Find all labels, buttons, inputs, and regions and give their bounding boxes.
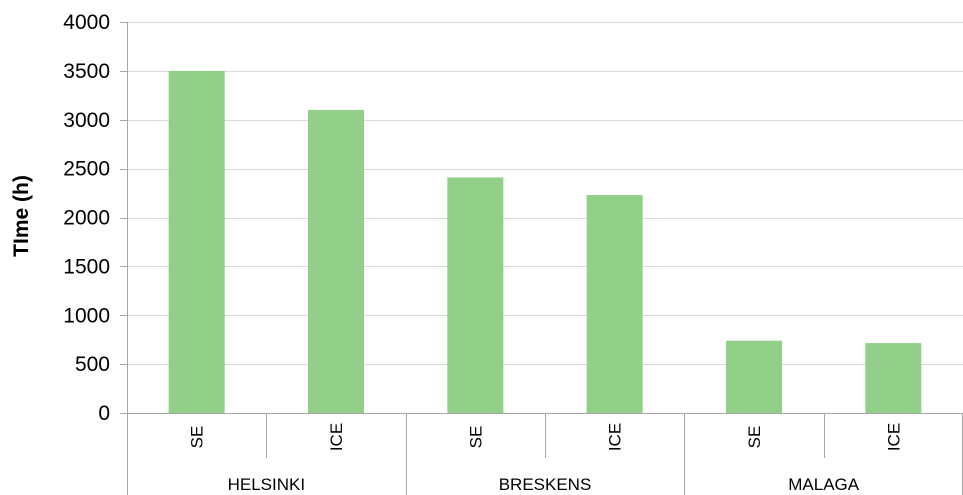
axes — [120, 22, 963, 495]
bar — [168, 70, 225, 413]
bar — [865, 343, 922, 413]
y-tick-label: 2000 — [63, 207, 110, 230]
y-tick-label: 0 — [98, 402, 110, 425]
labels: 0 500 1000 1500 2000 2500 3000 3500 4000 SE ICE SE I… — [63, 11, 903, 494]
group-label: BRESKENS — [499, 475, 592, 494]
x-tick-label: ICE — [884, 423, 903, 451]
y-axis-title: TIme (h) — [10, 175, 33, 257]
y-tick-label: 2500 — [63, 158, 110, 181]
y-tick-label: 500 — [75, 353, 110, 376]
bar — [447, 177, 504, 413]
x-tick-label: ICE — [606, 423, 625, 451]
bar — [586, 195, 643, 413]
group-label: HELSINKI — [228, 475, 305, 494]
bars — [168, 70, 922, 413]
group-label: MALAGA — [788, 475, 860, 494]
gridlines — [127, 22, 963, 365]
y-tick-label: 3500 — [63, 60, 110, 83]
bar — [726, 340, 782, 413]
bar — [308, 109, 364, 413]
x-tick-label: ICE — [327, 423, 346, 451]
y-tick-label: 1000 — [63, 304, 110, 327]
y-tick-label: 4000 — [63, 11, 110, 34]
x-tick-label: SE — [188, 426, 207, 449]
y-tick-label: 1500 — [63, 255, 110, 278]
x-tick-label: SE — [745, 426, 764, 449]
x-tick-label: SE — [466, 426, 485, 449]
y-tick-label: 3000 — [63, 109, 110, 132]
